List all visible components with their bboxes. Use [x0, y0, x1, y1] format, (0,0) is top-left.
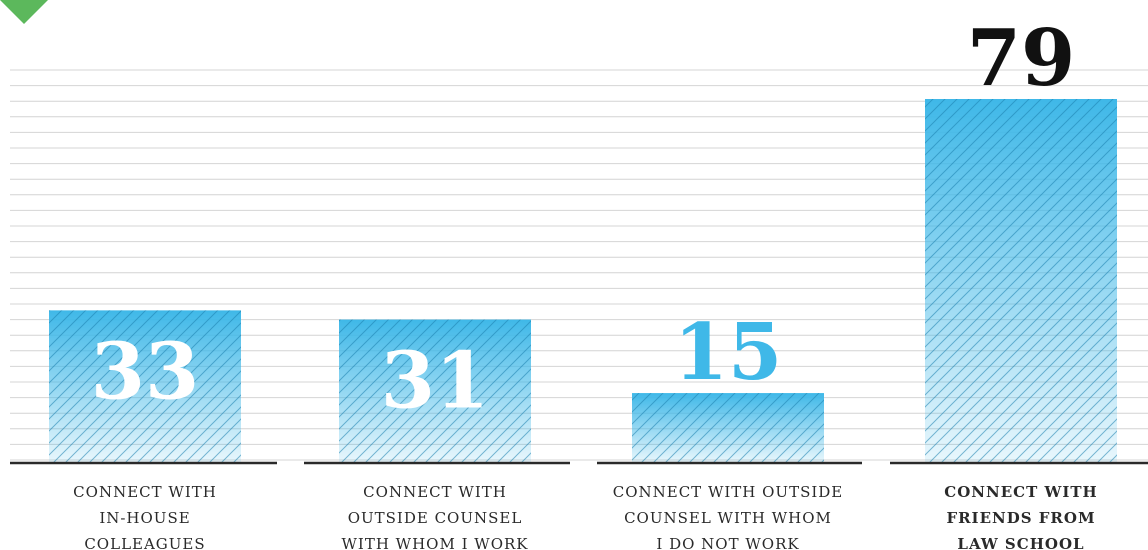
category-label-line: COLLEAGUES: [84, 535, 205, 550]
category-label-line: CONNECT WITH OUTSIDE: [613, 483, 844, 501]
category-label-line: CONNECT WITH: [944, 483, 1097, 501]
category-label-line: I DO NOT WORK: [656, 535, 799, 550]
category-label-line: COUNSEL WITH WHOM: [624, 509, 832, 527]
category-label-line: CONNECT WITH: [363, 483, 507, 501]
bar-2: [339, 319, 531, 462]
category-label-line: IN-HOUSE: [99, 509, 190, 527]
value-label-1: 33: [91, 326, 200, 417]
value-label-3: 15: [674, 307, 783, 398]
bar-3: [632, 393, 824, 462]
value-label-4: 79: [967, 13, 1076, 104]
bar-hatch: [339, 319, 531, 462]
bar-hatch: [925, 99, 1117, 462]
category-label-line: FRIENDS FROM: [946, 509, 1095, 527]
category-label-line: LAW SCHOOL: [957, 535, 1084, 550]
category-label-line: OUTSIDE COUNSEL: [348, 509, 523, 527]
bar-4: [925, 99, 1117, 462]
category-labels: CONNECT WITH IN-HOUSE COLLEAGUES CONNECT WI…: [73, 483, 1097, 550]
value-labels: 33 31 15 79: [91, 13, 1076, 427]
bar-hatch: [632, 393, 824, 462]
bar-1: [49, 310, 241, 462]
value-label-2: 31: [381, 336, 490, 427]
corner-triangle-mark: [0, 0, 48, 24]
category-label-line: WITH WHOM I WORK: [341, 535, 528, 550]
bar-hatch: [49, 310, 241, 462]
bars-group: [49, 99, 1117, 462]
category-label-line: CONNECT WITH: [73, 483, 217, 501]
